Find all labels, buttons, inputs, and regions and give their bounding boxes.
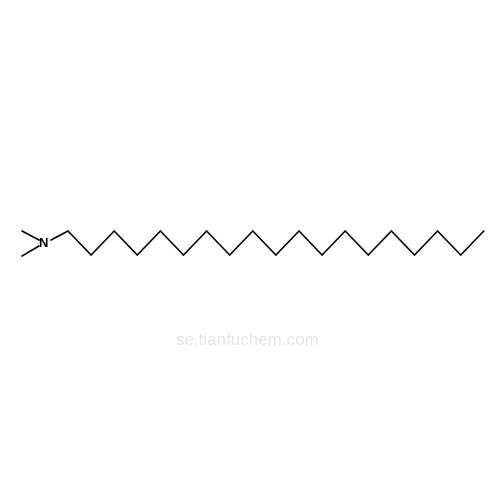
watermark-text: se.tianfuchem.com xyxy=(176,330,319,350)
nitrogen-atom-label: N xyxy=(39,235,48,250)
molecule-canvas xyxy=(0,0,500,500)
